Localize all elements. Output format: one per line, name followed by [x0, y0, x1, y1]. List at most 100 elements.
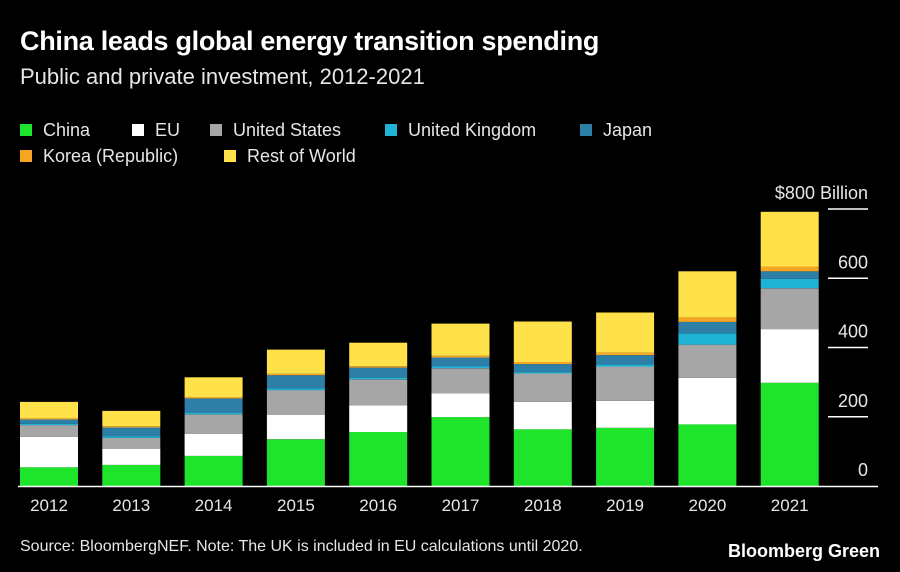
legend-item-eu: EU: [132, 120, 210, 141]
bar-united-states-2017: [431, 368, 490, 394]
x-axis: 2012 2013 2014 2015 2016 2017 2018 2019 2020 2021: [18, 485, 878, 515]
bar-eu-2019: [596, 400, 655, 428]
bar-united-states-2013: [102, 437, 161, 449]
bar-china-2021: [760, 382, 819, 486]
legend-label-china: China: [43, 119, 91, 140]
legend-label-japan: Japan: [603, 119, 653, 140]
legend-swatch-japan: [580, 124, 592, 136]
bar-united-states-2021: [760, 288, 819, 330]
legend-label-rest-of-world: Rest of World: [247, 145, 356, 166]
bar-united-kingdom-2021: [760, 278, 819, 289]
legend-swatch-china: [20, 124, 32, 136]
bar-japan-2015: [266, 375, 325, 389]
x-tick-label-2012: 2012: [30, 496, 68, 515]
bar-china-2016: [349, 432, 408, 486]
legend-row-1: China EU United States United Kingdom Ja…: [20, 118, 890, 142]
bar-korea-republic-2016: [349, 366, 408, 368]
bar-united-kingdom-2020: [678, 333, 737, 345]
bar-eu-2013: [102, 449, 161, 465]
bar-japan-2013: [102, 427, 161, 437]
bar-united-states-2018: [513, 373, 572, 402]
legend-item-japan: Japan: [580, 120, 652, 141]
bar-rest-of-world-2013: [102, 410, 161, 427]
legend-swatch-united-kingdom: [385, 124, 397, 136]
bar-eu-2020: [678, 378, 737, 425]
bar-korea-republic-2021: [760, 266, 819, 272]
brand-logo: Bloomberg Green: [727, 541, 880, 561]
legend-swatch-eu: [132, 124, 144, 136]
x-tick-label-2018: 2018: [524, 496, 562, 515]
bar-china-2015: [266, 439, 325, 486]
bar-rest-of-world-2016: [349, 342, 408, 367]
bar-korea-republic-2018: [513, 362, 572, 365]
bar-eu-2016: [349, 405, 408, 432]
bar-korea-republic-2020: [678, 317, 737, 322]
bar-rest-of-world-2017: [431, 323, 490, 356]
bar-japan-2021: [760, 271, 819, 279]
source-note: Source: BloombergNEF. Note: The UK is in…: [20, 538, 583, 555]
bar-japan-2017: [431, 357, 490, 367]
bar-korea-republic-2017: [431, 355, 490, 358]
legend-item-korea: Korea (Republic): [20, 146, 224, 167]
x-tick-label-2017: 2017: [442, 496, 480, 515]
bar-united-states-2020: [678, 344, 737, 378]
y-tick-label-400: 400: [838, 322, 868, 342]
bar-japan-2020: [678, 321, 737, 334]
bar-united-states-2019: [596, 366, 655, 401]
legend-label-korea: Korea (Republic): [43, 145, 179, 166]
bar-united-states-2016: [349, 379, 408, 406]
y-tick-label-600: 600: [838, 252, 868, 272]
bar-united-states-2015: [266, 390, 325, 415]
legend-label-eu: EU: [155, 119, 181, 140]
bar-rest-of-world-2012: [20, 401, 78, 419]
y-tick-label-0: 0: [858, 460, 868, 480]
bar-japan-2016: [349, 367, 408, 378]
bar-rest-of-world-2015: [266, 349, 325, 374]
bar-korea-republic-2015: [266, 373, 325, 376]
bars-layer: [20, 211, 819, 486]
y-tick-label-800: $800 Billion: [775, 183, 868, 203]
chart-title: China leads global energy transition spe…: [20, 26, 600, 56]
bar-eu-2014: [184, 433, 243, 456]
x-tick-label-2016: 2016: [359, 496, 397, 515]
bar-united-kingdom-2013: [102, 436, 161, 438]
bar-rest-of-world-2020: [678, 271, 737, 318]
bar-korea-republic-2013: [102, 426, 161, 428]
x-tick-label-2019: 2019: [606, 496, 644, 515]
bar-japan-2012: [20, 419, 78, 424]
bar-china-2012: [20, 467, 78, 486]
x-tick-label-2020: 2020: [688, 496, 726, 515]
bar-japan-2014: [184, 398, 243, 413]
bar-china-2018: [513, 429, 572, 486]
bar-china-2013: [102, 464, 161, 486]
x-tick-label-2015: 2015: [277, 496, 315, 515]
bar-china-2019: [596, 427, 655, 486]
bar-united-kingdom-2014: [184, 412, 243, 415]
bar-china-2020: [678, 424, 737, 486]
bar-rest-of-world-2018: [513, 321, 572, 362]
bar-eu-2015: [266, 415, 325, 440]
bar-korea-republic-2012: [20, 418, 78, 420]
legend-row-2: Korea (Republic) Rest of World: [20, 144, 890, 168]
legend-swatch-korea: [20, 150, 32, 162]
legend-label-united-states: United States: [233, 119, 342, 140]
legend: China EU United States United Kingdom Ja…: [20, 118, 890, 170]
legend-swatch-united-states: [210, 124, 222, 136]
bar-united-kingdom-2019: [596, 364, 655, 367]
bar-korea-republic-2019: [596, 352, 655, 356]
bar-japan-2018: [513, 364, 572, 373]
bar-united-kingdom-2012: [20, 423, 78, 426]
bar-rest-of-world-2019: [596, 312, 655, 353]
bar-united-kingdom-2017: [431, 366, 490, 369]
bar-eu-2018: [513, 401, 572, 430]
bar-united-kingdom-2015: [266, 388, 325, 391]
bar-united-states-2014: [184, 414, 243, 434]
legend-item-united-kingdom: United Kingdom: [385, 120, 580, 141]
y-tick-label-200: 200: [838, 391, 868, 411]
bar-united-states-2012: [20, 425, 78, 437]
y-axis: $800 Billion 600 400 200 0: [775, 183, 868, 480]
bar-rest-of-world-2021: [760, 211, 819, 267]
x-tick-label-2013: 2013: [112, 496, 150, 515]
chart-subtitle: Public and private investment, 2012-2021: [20, 64, 425, 89]
